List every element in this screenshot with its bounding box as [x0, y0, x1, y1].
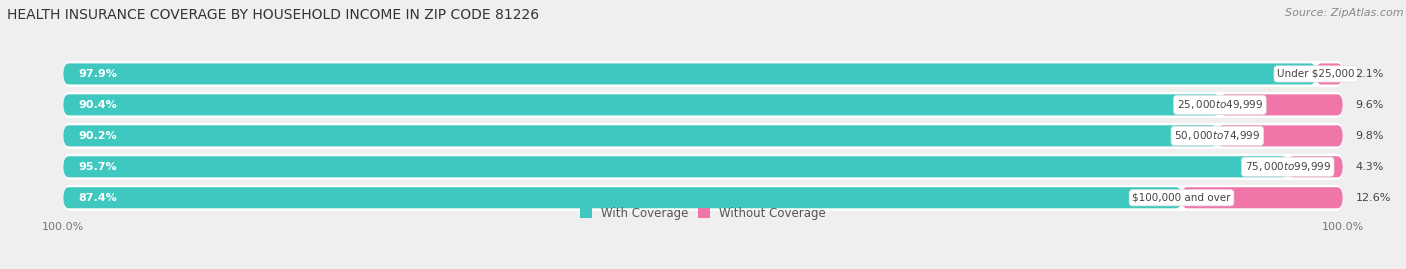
Text: Source: ZipAtlas.com: Source: ZipAtlas.com — [1285, 8, 1403, 18]
Text: 90.4%: 90.4% — [79, 100, 117, 110]
Legend: With Coverage, Without Coverage: With Coverage, Without Coverage — [579, 207, 827, 220]
Text: $50,000 to $74,999: $50,000 to $74,999 — [1174, 129, 1261, 142]
FancyBboxPatch shape — [1288, 156, 1343, 177]
Text: 90.2%: 90.2% — [79, 131, 117, 141]
FancyBboxPatch shape — [63, 123, 1343, 149]
FancyBboxPatch shape — [63, 63, 1316, 84]
Text: Under $25,000: Under $25,000 — [1277, 69, 1354, 79]
FancyBboxPatch shape — [63, 94, 1220, 115]
Text: HEALTH INSURANCE COVERAGE BY HOUSEHOLD INCOME IN ZIP CODE 81226: HEALTH INSURANCE COVERAGE BY HOUSEHOLD I… — [7, 8, 538, 22]
Text: 95.7%: 95.7% — [79, 162, 117, 172]
FancyBboxPatch shape — [63, 154, 1343, 180]
FancyBboxPatch shape — [63, 92, 1343, 118]
FancyBboxPatch shape — [63, 187, 1181, 208]
FancyBboxPatch shape — [63, 185, 1343, 211]
FancyBboxPatch shape — [63, 125, 1218, 146]
FancyBboxPatch shape — [1220, 94, 1343, 115]
FancyBboxPatch shape — [1218, 125, 1343, 146]
Text: 87.4%: 87.4% — [79, 193, 117, 203]
Text: $100,000 and over: $100,000 and over — [1132, 193, 1230, 203]
Text: 12.6%: 12.6% — [1355, 193, 1391, 203]
Text: 97.9%: 97.9% — [79, 69, 118, 79]
FancyBboxPatch shape — [63, 61, 1343, 87]
Text: 9.6%: 9.6% — [1355, 100, 1384, 110]
FancyBboxPatch shape — [63, 156, 1288, 177]
FancyBboxPatch shape — [1181, 187, 1343, 208]
Text: 4.3%: 4.3% — [1355, 162, 1384, 172]
Text: 2.1%: 2.1% — [1355, 69, 1384, 79]
Text: $25,000 to $49,999: $25,000 to $49,999 — [1177, 98, 1263, 111]
FancyBboxPatch shape — [1316, 63, 1343, 84]
Text: $75,000 to $99,999: $75,000 to $99,999 — [1244, 160, 1331, 173]
Text: 9.8%: 9.8% — [1355, 131, 1384, 141]
